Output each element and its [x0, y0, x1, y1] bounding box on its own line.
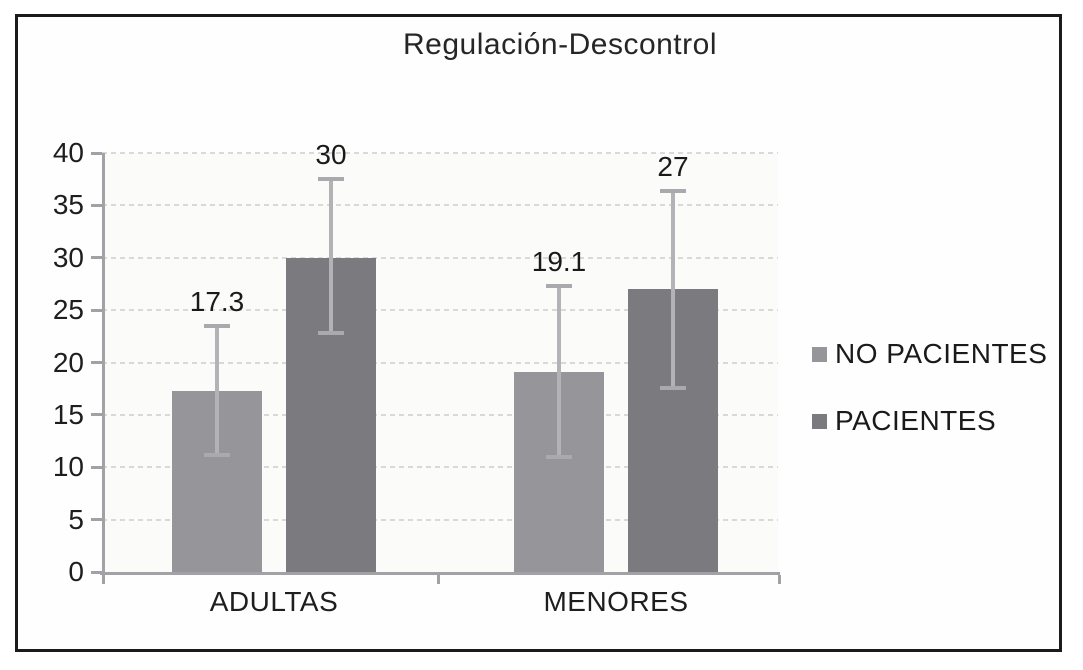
error-bar-cap-top — [546, 284, 572, 289]
legend-label: PACIENTES — [835, 405, 997, 436]
legend-label: NO PACIENTES — [835, 338, 1048, 369]
x-axis-category-label: ADULTAS — [209, 586, 339, 617]
error-bar-cap-bottom — [660, 385, 686, 390]
x-axis-tick — [102, 575, 105, 584]
gridline — [102, 466, 778, 469]
error-bar-cap-top — [660, 188, 686, 193]
error-bar-cap-bottom — [204, 452, 230, 457]
y-axis-tick-label: 10 — [52, 451, 84, 483]
legend-item-no-pacientes: NO PACIENTES — [812, 337, 1047, 371]
error-bar-line — [329, 179, 333, 334]
error-bar-cap-top — [204, 323, 230, 328]
gridline — [102, 518, 778, 521]
gridline — [102, 256, 778, 259]
gridline — [102, 361, 778, 364]
y-axis-tick-label: 15 — [52, 398, 84, 430]
error-bar-line — [215, 325, 219, 455]
legend-item-pacientes: PACIENTES — [812, 404, 996, 438]
y-axis-tick-label: 5 — [68, 503, 84, 535]
y-axis-tick-label: 40 — [52, 137, 84, 168]
error-bar-cap-bottom — [546, 454, 572, 459]
error-bar-line — [557, 286, 561, 457]
x-axis-tick — [778, 575, 781, 584]
y-axis-tick-label: 0 — [68, 556, 84, 587]
value-label: 30 — [315, 139, 347, 171]
error-bar-cap-top — [318, 177, 344, 182]
error-bar-cap-bottom — [318, 331, 344, 336]
legend-swatch — [812, 413, 827, 429]
y-axis-tick — [91, 465, 102, 469]
x-axis-line — [100, 572, 780, 575]
gridline — [102, 152, 778, 154]
y-axis-tick — [91, 151, 102, 155]
gridline — [102, 204, 778, 207]
gridline — [102, 309, 778, 312]
y-axis-tick — [91, 203, 102, 207]
y-axis-tick — [91, 256, 102, 260]
y-axis-line — [102, 153, 105, 583]
gridline — [102, 413, 778, 416]
chart-title: Regulación-Descontrol — [403, 28, 717, 61]
y-axis-tick-label: 25 — [52, 294, 84, 326]
y-axis-tick — [91, 361, 102, 364]
value-label: 27 — [657, 150, 689, 182]
y-axis-tick-label: 30 — [52, 241, 84, 273]
value-label: 19.1 — [531, 246, 587, 278]
y-axis-tick — [91, 570, 102, 574]
y-axis-tick — [91, 413, 102, 417]
x-axis-category-label: MENORES — [543, 586, 689, 617]
legend-swatch — [812, 346, 827, 362]
x-axis-tick — [437, 575, 440, 584]
value-label: 17.3 — [189, 285, 245, 317]
y-axis-tick-label: 35 — [52, 189, 84, 221]
y-axis-tick-label: 20 — [52, 346, 84, 378]
y-axis-tick — [91, 308, 102, 312]
error-bar-line — [671, 190, 675, 388]
y-axis-tick — [91, 518, 102, 522]
